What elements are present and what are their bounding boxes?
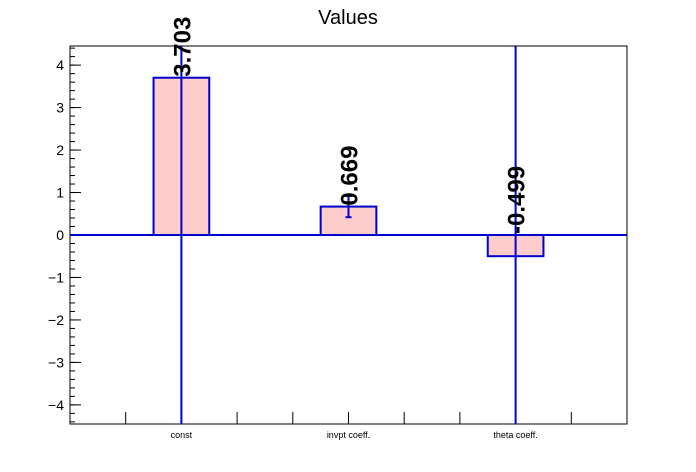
y-tick-label: 2: [56, 142, 64, 158]
y-tick-label: 1: [56, 185, 64, 201]
value-label: 0.669: [337, 146, 364, 206]
x-category-label: const: [171, 430, 193, 440]
data-labels: 3.703 0.669 -0.499: [169, 17, 530, 234]
value-label: 3.703: [169, 17, 196, 77]
y-tick-label: −4: [48, 397, 64, 413]
y-tick-label: −1: [48, 269, 64, 285]
y-tick-label: −2: [48, 312, 64, 328]
x-category-label: theta coeff.: [493, 430, 537, 440]
x-category-label: invpt coeff.: [327, 430, 370, 440]
bars: [70, 46, 627, 424]
y-tick-label: 4: [56, 57, 64, 73]
chart-title: Values: [318, 7, 378, 29]
value-label: -0.499: [504, 166, 531, 234]
y-tick-label: −3: [48, 354, 64, 370]
y-tick-label: 3: [56, 100, 64, 116]
y-tick-label: 0: [56, 227, 64, 243]
